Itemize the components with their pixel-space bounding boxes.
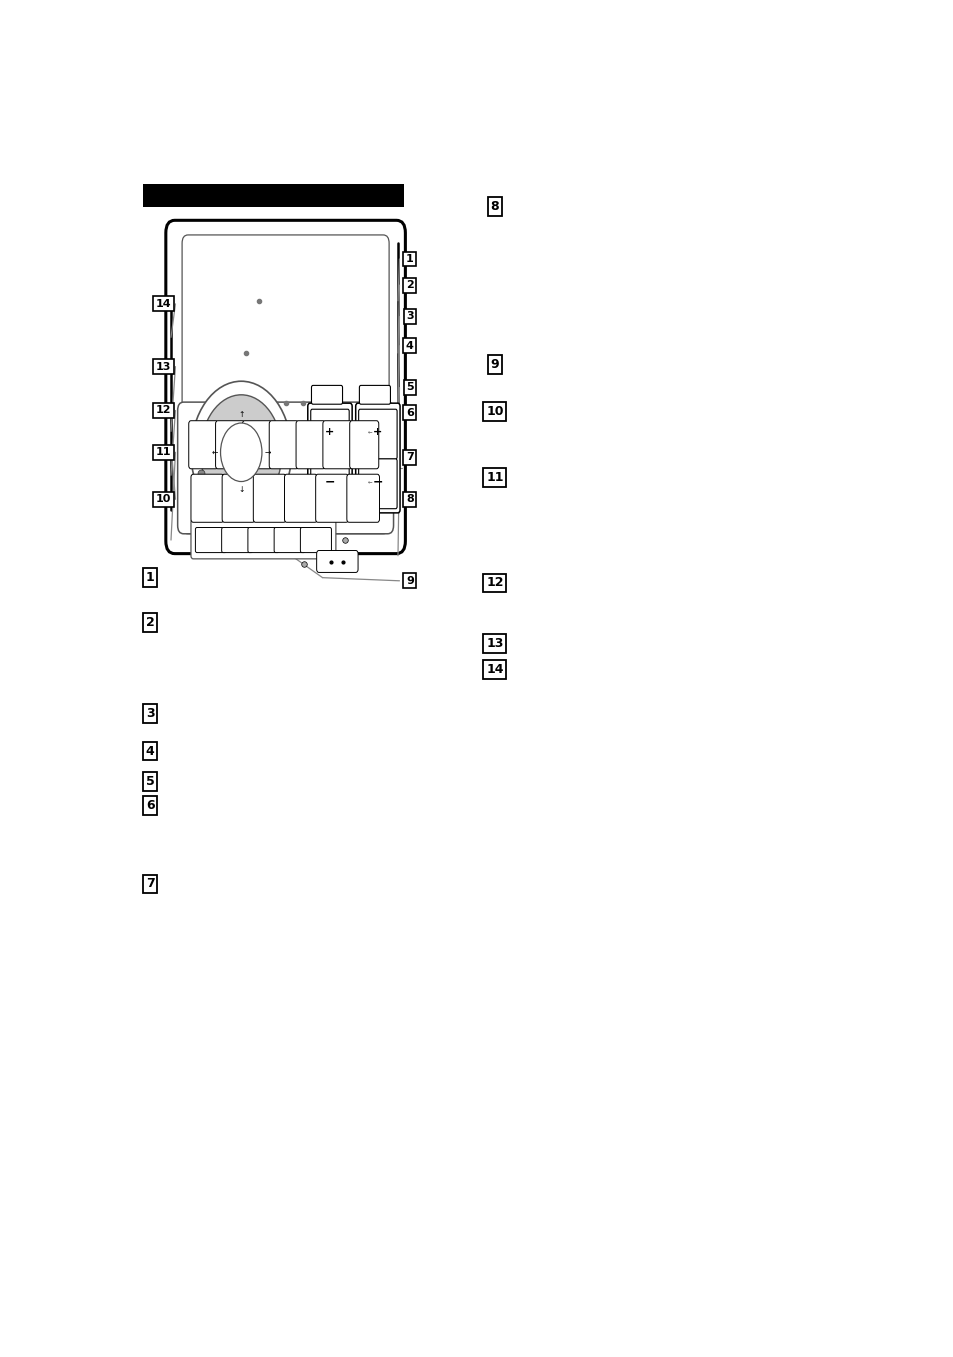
FancyBboxPatch shape (221, 528, 253, 552)
Text: ←: ← (368, 430, 373, 434)
FancyBboxPatch shape (182, 235, 389, 533)
Text: 2: 2 (146, 616, 154, 630)
Text: 9: 9 (490, 358, 498, 370)
Text: 7: 7 (406, 452, 414, 463)
FancyBboxPatch shape (358, 410, 396, 459)
FancyBboxPatch shape (191, 474, 223, 522)
FancyBboxPatch shape (242, 421, 272, 468)
Text: 9: 9 (405, 575, 414, 586)
Text: +: + (325, 427, 335, 437)
Text: 11: 11 (155, 448, 172, 457)
FancyBboxPatch shape (195, 528, 226, 552)
Text: 1: 1 (406, 254, 414, 265)
FancyBboxPatch shape (177, 402, 394, 533)
FancyBboxPatch shape (222, 474, 254, 522)
FancyBboxPatch shape (311, 385, 342, 404)
Text: 10: 10 (486, 404, 503, 418)
Text: →: → (264, 448, 271, 457)
Text: ↓: ↓ (238, 486, 244, 494)
Text: 4: 4 (146, 745, 154, 757)
Text: 13: 13 (486, 636, 503, 650)
Text: ←: ← (212, 448, 218, 457)
Circle shape (200, 395, 281, 510)
Text: 6: 6 (405, 407, 414, 418)
FancyBboxPatch shape (308, 403, 352, 513)
Circle shape (220, 423, 262, 482)
FancyBboxPatch shape (347, 474, 379, 522)
Text: −: − (324, 475, 335, 489)
FancyBboxPatch shape (311, 459, 349, 509)
Text: −: − (373, 475, 383, 489)
Text: 3: 3 (406, 312, 414, 322)
FancyBboxPatch shape (355, 403, 399, 513)
FancyBboxPatch shape (358, 459, 396, 509)
FancyBboxPatch shape (300, 528, 331, 552)
Text: 7: 7 (146, 878, 154, 890)
FancyBboxPatch shape (311, 410, 349, 459)
FancyBboxPatch shape (253, 474, 286, 522)
FancyBboxPatch shape (248, 528, 278, 552)
Text: 11: 11 (486, 471, 503, 484)
FancyBboxPatch shape (191, 520, 335, 559)
Text: ↑: ↑ (238, 410, 244, 419)
Text: 2: 2 (406, 280, 414, 290)
Text: 6: 6 (146, 799, 154, 811)
FancyBboxPatch shape (284, 474, 316, 522)
FancyBboxPatch shape (189, 421, 217, 468)
FancyBboxPatch shape (359, 385, 390, 404)
Text: 13: 13 (155, 361, 172, 372)
FancyBboxPatch shape (215, 421, 244, 468)
Text: 14: 14 (486, 664, 503, 676)
Text: 3: 3 (146, 707, 154, 721)
FancyBboxPatch shape (350, 421, 378, 468)
FancyBboxPatch shape (274, 528, 305, 552)
Text: 4: 4 (405, 341, 414, 350)
Circle shape (191, 381, 292, 524)
FancyBboxPatch shape (295, 421, 325, 468)
Text: 12: 12 (486, 577, 503, 589)
Text: 12: 12 (155, 406, 172, 415)
FancyBboxPatch shape (166, 220, 405, 554)
Text: 5: 5 (406, 383, 414, 392)
Text: +: + (373, 427, 382, 437)
FancyBboxPatch shape (269, 421, 298, 468)
Text: 10: 10 (155, 494, 172, 505)
Text: 8: 8 (406, 494, 414, 505)
FancyBboxPatch shape (315, 474, 348, 522)
FancyBboxPatch shape (316, 551, 357, 573)
Text: ←: ← (368, 479, 373, 484)
Text: 1: 1 (146, 571, 154, 584)
FancyBboxPatch shape (322, 421, 352, 468)
Text: 8: 8 (490, 201, 498, 213)
Bar (143, 183, 403, 206)
Text: 5: 5 (146, 775, 154, 788)
Text: 14: 14 (155, 299, 172, 309)
